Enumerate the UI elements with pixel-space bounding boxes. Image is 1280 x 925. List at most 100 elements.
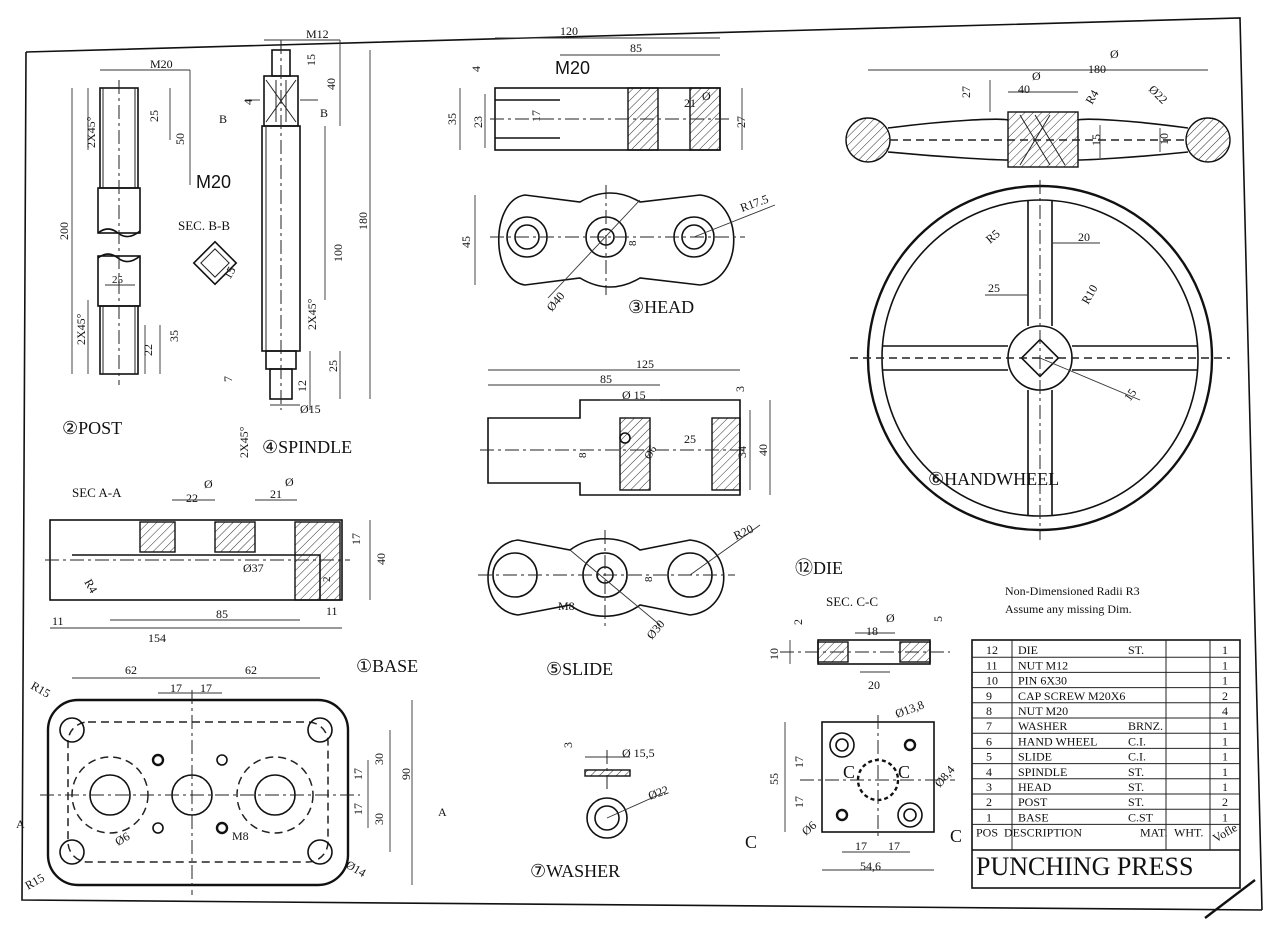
dim-head-dia40: Ø40 <box>544 289 568 314</box>
die-drawing <box>780 632 955 871</box>
dim-base-90: 90 <box>399 768 413 780</box>
dim-slide-r20: R20 <box>731 522 755 543</box>
dim-slide-8-plan: 8 <box>643 576 655 582</box>
dim-base-sec-a-left: A <box>16 817 25 831</box>
dim-post-35: 35 <box>167 330 181 342</box>
dim-die-18: 18 <box>866 624 878 638</box>
dim-post-chamfer-bottom: 2X45° <box>74 313 88 345</box>
bom-pos: 6 <box>986 734 992 748</box>
dim-die-17-c: 17 <box>855 839 867 853</box>
bom-qty: 1 <box>1222 674 1228 688</box>
label-post: ②POST <box>62 418 122 438</box>
dim-post-22: 22 <box>141 344 155 356</box>
dim-base-17-b: 17 <box>200 681 212 695</box>
dim-die-55: 55 <box>767 773 781 785</box>
bom-qty: 1 <box>1222 719 1228 733</box>
dim-base-dia6: Ø6 <box>113 829 133 848</box>
bom-pos: 7 <box>986 719 992 733</box>
bom-header-pos: POS <box>976 826 998 840</box>
dim-die-17-a: 17 <box>792 756 806 768</box>
dim-spindle-12: 12 <box>295 380 309 392</box>
dim-die-546: 54,6 <box>860 859 881 873</box>
dim-slide-125: 125 <box>636 357 654 371</box>
dim-die-dia: Ø <box>886 611 895 625</box>
dim-base-62-left: 62 <box>125 663 137 677</box>
dim-hw-dia-40: Ø <box>1032 69 1041 83</box>
dim-post-25: 25 <box>147 110 161 122</box>
dim-head-85: 85 <box>630 41 642 55</box>
dim-head-8: 8 <box>627 240 639 246</box>
dim-head-17: 17 <box>529 110 543 122</box>
bom-qty: 1 <box>1222 734 1228 748</box>
dim-hw-dia22: Ø22 <box>1146 82 1171 107</box>
head-drawing <box>459 37 776 299</box>
bom-desc: HAND WHEEL <box>1018 734 1097 748</box>
dim-head-dia: Ø <box>702 89 711 103</box>
dim-base-11-left: 11 <box>52 614 64 628</box>
dim-spindle-b-right: B <box>320 106 328 120</box>
note-radii: Non-Dimensioned Radii R3 <box>1005 584 1140 598</box>
bom-pos: 5 <box>986 750 992 764</box>
bom-header-qty: WHT. <box>1174 826 1203 840</box>
dim-spindle-180: 180 <box>356 212 370 230</box>
bom-desc: NUT M20 <box>1018 704 1068 718</box>
dim-slide-34: 34 <box>735 446 749 458</box>
dim-head-45: 45 <box>459 236 473 248</box>
bom-qty: 2 <box>1222 689 1228 703</box>
dim-base-2: 2 <box>321 577 333 583</box>
dim-base-dia14: Ø14 <box>344 857 369 879</box>
bom-table <box>971 639 1241 889</box>
label-sec-aa: SEC A-A <box>72 485 122 500</box>
bom-qty: 1 <box>1222 780 1228 794</box>
bom-desc: CAP SCREW M20X6 <box>1018 689 1125 703</box>
dim-slide-dia15: Ø 15 <box>622 388 646 402</box>
label-slide: ⑤SLIDE <box>546 659 613 679</box>
dim-post-200: 200 <box>57 222 71 240</box>
dim-base-17: 17 <box>349 533 363 545</box>
spindle-drawing <box>245 39 371 410</box>
bom-pos: 4 <box>986 765 992 779</box>
bom-qty: 1 <box>1222 643 1228 657</box>
bom-mat: ST. <box>1128 765 1144 779</box>
bom-qty: 1 <box>1222 765 1228 779</box>
dim-base-22: 22 <box>186 491 198 505</box>
dim-head-r175: R17.5 <box>738 192 770 215</box>
bom-desc: PIN 6X30 <box>1018 674 1067 688</box>
sec-bb-drawing <box>192 240 238 286</box>
dim-die-17-d: 17 <box>888 839 900 853</box>
dim-head-27: 27 <box>734 116 748 128</box>
dim-die-dia138: Ø13,8 <box>893 698 926 721</box>
bom-desc: DIE <box>1018 643 1038 657</box>
bom-pos: 10 <box>986 674 998 688</box>
dim-base-m8: M8 <box>232 829 249 843</box>
dim-hw-25: 25 <box>988 281 1000 295</box>
dim-die-sec-c-right: C <box>950 826 962 846</box>
dim-die-dia6: Ø6 <box>799 818 819 838</box>
bom-pos: 1 <box>986 810 992 824</box>
bom-qty: 1 <box>1222 658 1228 672</box>
label-spindle: ④SPINDLE <box>262 437 352 457</box>
dim-die-c-left: C <box>843 762 855 782</box>
dim-slide-3: 3 <box>733 386 747 392</box>
dim-spindle-100: 100 <box>331 244 345 262</box>
bom-mat: BRNZ. <box>1128 719 1163 733</box>
slide-drawing <box>478 369 771 630</box>
bom-mat: C.ST <box>1128 810 1154 824</box>
dim-hw-27: 27 <box>959 86 973 98</box>
bom-pos: 2 <box>986 795 992 809</box>
bom-desc: WASHER <box>1018 719 1067 733</box>
dim-base-r15-top: R15 <box>29 678 53 700</box>
dim-spindle-4: 4 <box>241 99 255 105</box>
bom-pos: 11 <box>986 658 998 672</box>
dim-head-35: 35 <box>445 113 459 125</box>
dim-base-dia-21: Ø <box>285 475 294 489</box>
dim-base-r4: R4 <box>81 577 100 596</box>
dim-washer-3: 3 <box>561 742 575 748</box>
dim-die-sec-c-left: C <box>745 832 757 852</box>
dim-die-10: 10 <box>767 648 781 660</box>
dim-post-chamfer-top: 2X45° <box>84 116 98 148</box>
dim-hw-20: 20 <box>1078 230 1090 244</box>
bom-desc: NUT M12 <box>1018 658 1068 672</box>
